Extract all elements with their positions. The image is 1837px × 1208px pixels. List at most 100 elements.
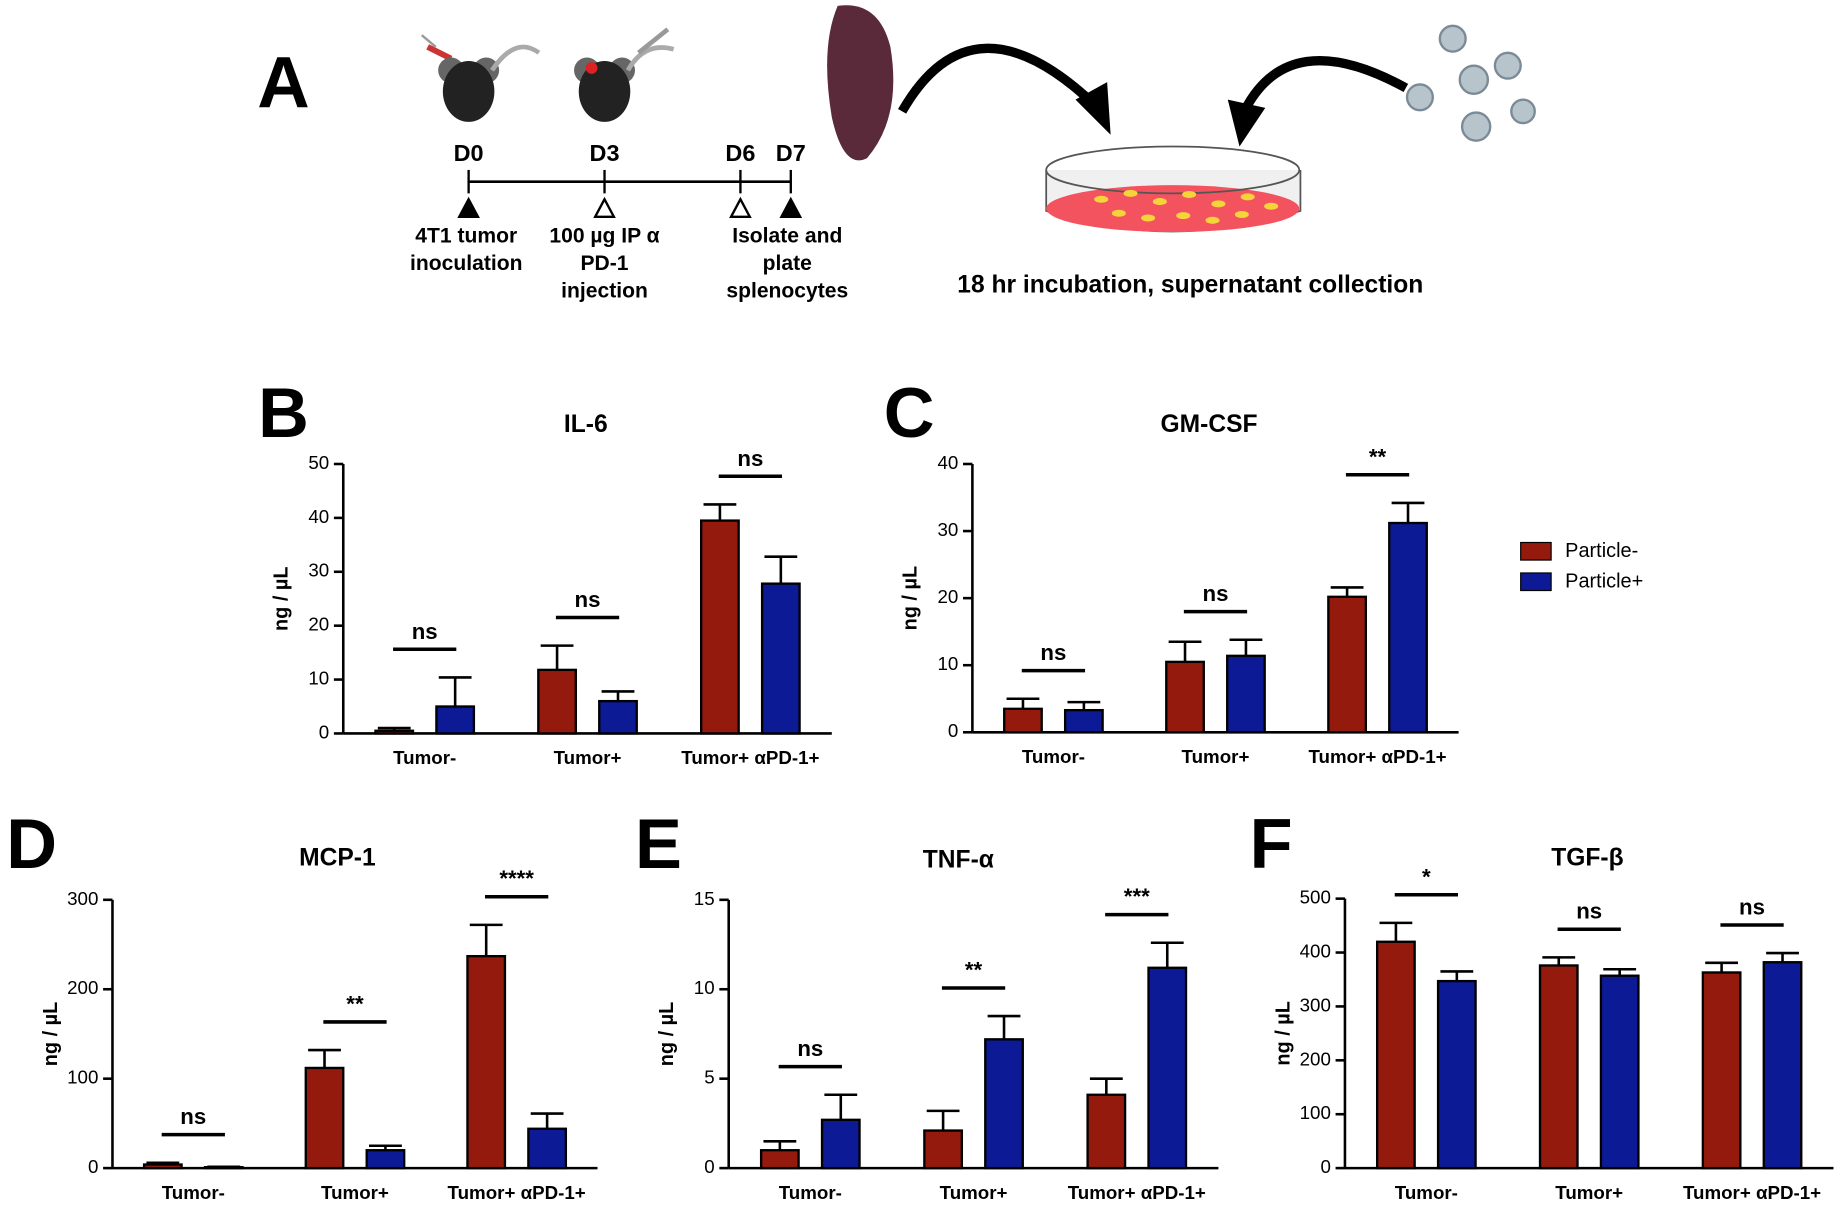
- bar: [537, 668, 577, 735]
- chart-title: GM-CSF: [1161, 411, 1258, 438]
- chart: E TNF-α 0 5 10 15 ng / µL Tumor-ns Tumor+ ** Tumor…: [635, 804, 1219, 1203]
- chart: C GM-CSF 0 10 20 30 40 ng / µL Tumor-ns Tumor+ ns T…: [884, 373, 1459, 767]
- bar: [700, 519, 740, 735]
- error-bar: [530, 1112, 564, 1129]
- x-tick-label: Tumor+: [1555, 1182, 1623, 1203]
- x-tick-label: Tumor+ αPD-1+: [681, 747, 819, 768]
- significance-label: ns: [1576, 899, 1602, 924]
- bar: [984, 1038, 1024, 1170]
- significance-label: ns: [575, 587, 601, 612]
- error-bar: [469, 923, 503, 957]
- bar: [365, 1149, 406, 1170]
- panel-label: D: [6, 804, 57, 883]
- bar: [304, 1066, 345, 1170]
- panel-label: F: [1250, 804, 1293, 883]
- error-bar: [1168, 640, 1202, 662]
- event-label: 4T1 tumor: [415, 224, 517, 247]
- significance-label: ns: [797, 1036, 823, 1061]
- error-bar: [540, 644, 574, 670]
- significance-label: ns: [1040, 640, 1066, 665]
- caption: 18 hr incubation, supernatant collection: [957, 271, 1423, 298]
- bar: [203, 1166, 244, 1170]
- event-label: inoculation: [410, 252, 522, 275]
- event-label: 100 µg IP α: [549, 224, 659, 247]
- error-bar: [764, 555, 798, 584]
- x-tick-label: Tumor+: [554, 747, 622, 768]
- timepoint-label: D6: [725, 140, 755, 166]
- error-bar: [1379, 921, 1413, 942]
- chart: B IL-6 0 10 20 30 40 50 ng / µL Tumor-ns Tumor+ ns T…: [258, 373, 832, 768]
- bar: [527, 1127, 568, 1170]
- error-bar: [308, 1048, 341, 1068]
- y-tick-label: 0: [948, 720, 958, 741]
- chart: F TGF-β 0 100 200 300 400 500 ng / µL Tumor- * Tumo…: [1250, 804, 1834, 1203]
- bar: [1599, 974, 1640, 1170]
- x-tick-label: Tumor+ αPD-1+: [1068, 1182, 1206, 1203]
- y-axis-label: ng / µL: [40, 1002, 62, 1067]
- error-bar: [1440, 970, 1474, 982]
- x-tick-label: Tumor+: [321, 1182, 389, 1203]
- significance-label: ns: [737, 446, 763, 471]
- significance-label: *: [1422, 864, 1431, 889]
- bar: [1165, 660, 1205, 734]
- legend-label: Particle-: [1565, 540, 1638, 562]
- legend-label: Particle+: [1565, 571, 1643, 593]
- significance-label: ***: [1124, 884, 1150, 909]
- y-tick-label: 100: [1300, 1102, 1331, 1123]
- event-label: splenocytes: [726, 279, 848, 302]
- x-tick-label: Tumor-: [393, 747, 456, 768]
- bar: [820, 1118, 861, 1170]
- chart-title: IL-6: [564, 411, 608, 438]
- bar: [1762, 961, 1803, 1170]
- bar: [435, 705, 476, 735]
- error-bar: [601, 690, 635, 702]
- significance-label: ****: [499, 866, 534, 891]
- event-label: PD-1: [581, 252, 629, 275]
- x-tick-label: Tumor+: [940, 1182, 1008, 1203]
- y-tick-label: 30: [937, 519, 958, 540]
- bar: [1226, 654, 1266, 734]
- event-label: injection: [561, 279, 648, 302]
- legend-swatch: [1520, 572, 1552, 592]
- y-tick-label: 0: [1320, 1156, 1330, 1177]
- error-bar: [1089, 1077, 1123, 1095]
- y-tick-label: 10: [308, 668, 329, 689]
- error-bar: [1391, 501, 1425, 524]
- event-label: plate: [763, 252, 812, 275]
- x-tick-label: Tumor+ αPD-1+: [1683, 1182, 1821, 1203]
- bar: [1147, 966, 1188, 1170]
- legend-swatch: [1520, 541, 1552, 561]
- error-bar: [1542, 956, 1576, 966]
- panel-a-art: [421, 5, 1536, 233]
- bar: [759, 1149, 800, 1170]
- bar: [1327, 595, 1368, 734]
- significance-label: ns: [1203, 581, 1229, 606]
- bar: [466, 954, 507, 1170]
- bar: [1388, 521, 1428, 734]
- y-tick-label: 10: [937, 653, 958, 674]
- event-label: Isolate and: [732, 224, 842, 247]
- petri-dish: [1045, 145, 1302, 233]
- y-tick-label: 20: [937, 586, 958, 607]
- bar: [760, 582, 801, 735]
- error-bar: [824, 1093, 858, 1120]
- mouse: [574, 27, 675, 122]
- particles: [1405, 24, 1536, 142]
- error-bar: [763, 1139, 797, 1151]
- y-tick-label: 300: [1300, 994, 1331, 1015]
- error-bar: [1067, 700, 1101, 711]
- error-bar: [1705, 961, 1739, 973]
- panel-label: A: [257, 42, 309, 123]
- y-tick-label: 0: [88, 1156, 98, 1177]
- panel-label: B: [258, 373, 309, 452]
- legend: Particle- Particle+: [1520, 540, 1643, 593]
- error-bar: [1150, 941, 1184, 968]
- y-tick-label: 400: [1300, 940, 1331, 961]
- bar: [1375, 940, 1416, 1170]
- bar: [1003, 707, 1043, 734]
- error-bar: [438, 676, 472, 707]
- significance-label: **: [965, 957, 983, 982]
- y-tick-label: 5: [704, 1067, 714, 1088]
- chart-title: TGF-β: [1551, 844, 1623, 871]
- chart-title: MCP-1: [299, 844, 376, 871]
